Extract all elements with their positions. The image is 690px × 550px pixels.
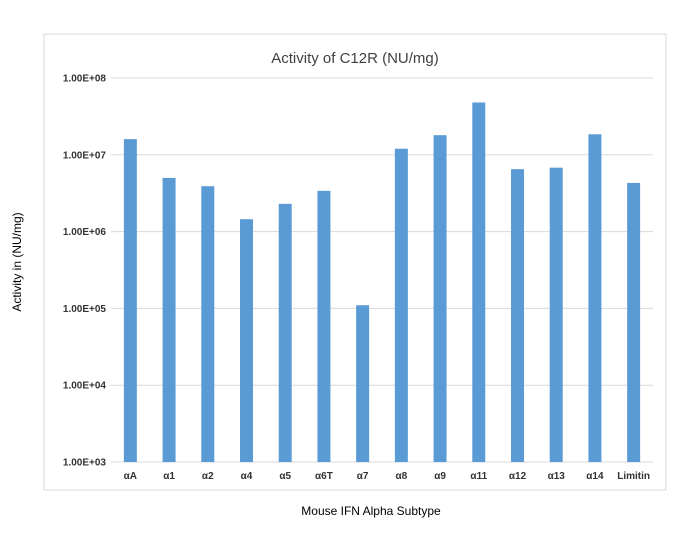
bar-10	[511, 169, 524, 462]
bars	[123, 102, 641, 463]
bar-7	[394, 148, 408, 463]
x-tick-label: α13	[548, 471, 566, 482]
x-tick-label: α12	[509, 471, 527, 482]
x-tick-label: α9	[434, 471, 446, 482]
x-tick-label: Limitin	[617, 471, 650, 482]
bar-9	[472, 102, 486, 462]
y-tick-label: 1.00E+05	[63, 304, 107, 315]
x-tick-label: α1	[163, 471, 175, 482]
x-axis-title: Mouse IFN Alpha Subtype	[301, 504, 441, 518]
x-axis-ticks: αA α1 α2 α4 α5 α6T α7 α8 α9 α11 α12 α13 α14 Limitin	[124, 471, 650, 482]
bar-13	[627, 182, 641, 462]
bar-3	[240, 219, 253, 462]
x-tick-label: α14	[586, 471, 604, 482]
bar-8	[433, 135, 447, 462]
bar-12	[588, 134, 602, 463]
x-tick-label: αA	[124, 471, 137, 482]
bar-0	[123, 139, 137, 462]
chart-frame	[43, 33, 667, 491]
y-tick-label: 1.00E+07	[63, 150, 107, 161]
x-tick-label: α7	[357, 471, 369, 482]
chart-title: Activity of C12R (NU/mg)	[271, 50, 439, 67]
bar-1	[162, 177, 176, 462]
y-tick-label: 1.00E+03	[63, 458, 107, 469]
y-tick-label: 1.00E+08	[63, 74, 107, 85]
x-tick-label: α8	[395, 471, 407, 482]
bar-6	[356, 305, 370, 462]
x-tick-label: α11	[470, 471, 487, 482]
bar-5	[317, 190, 331, 463]
y-axis-title: Activity in (NU/mg)	[10, 212, 24, 311]
y-tick-label: 1.00E+06	[63, 227, 107, 238]
x-tick-label: α2	[202, 471, 214, 482]
x-tick-label: α4	[241, 471, 253, 482]
bar-11	[549, 167, 563, 462]
bar-2	[201, 186, 215, 462]
bar-4	[278, 203, 292, 462]
x-tick-label: α5	[279, 471, 291, 482]
y-axis-ticks: 1.00E+03 1.00E+04 1.00E+05 1.00E+06 1.00E+07…	[63, 74, 107, 469]
x-tick-label: α6T	[315, 471, 333, 482]
y-tick-label: 1.00E+04	[63, 381, 107, 392]
